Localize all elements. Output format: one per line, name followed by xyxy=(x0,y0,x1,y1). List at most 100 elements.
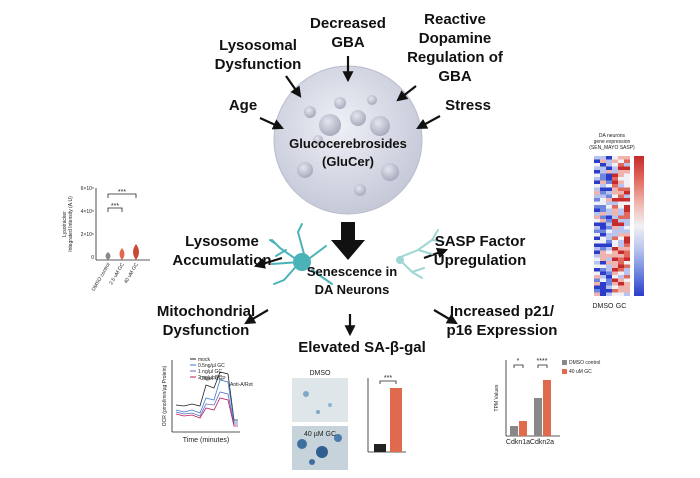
annotation: Anti-A/Rot xyxy=(230,382,253,388)
heat-cell xyxy=(612,194,618,198)
heat-cell xyxy=(600,229,606,233)
heat-cell xyxy=(618,212,624,216)
heat-cell xyxy=(594,268,600,272)
heat-cell xyxy=(624,205,630,209)
heat-cell xyxy=(612,271,618,275)
significance: *** xyxy=(384,375,392,382)
heat-cell xyxy=(594,271,600,275)
cause-label: Dopamine xyxy=(419,30,492,47)
heat-cell xyxy=(594,156,600,160)
heat-cell xyxy=(600,243,606,247)
heat-cell xyxy=(606,254,612,258)
effect-label: p16 Expression xyxy=(447,322,558,339)
heat-cell xyxy=(606,180,612,184)
image-label: 40 µM GC xyxy=(304,431,336,438)
effect-label: Increased p21/ xyxy=(450,303,555,320)
heat-cell xyxy=(594,187,600,191)
neuron-right xyxy=(397,229,445,279)
heat-cell xyxy=(612,187,618,191)
heat-cell xyxy=(624,229,630,233)
heat-cell xyxy=(606,229,612,233)
heat-cell xyxy=(624,268,630,272)
heat-cell xyxy=(600,292,606,296)
heat-cell xyxy=(600,215,606,219)
heat-cell xyxy=(618,177,624,181)
heat-cell xyxy=(600,212,606,216)
effect-label: Accumulation xyxy=(172,252,271,269)
heat-cell xyxy=(624,173,630,177)
heat-cell xyxy=(618,191,624,195)
heat-cell xyxy=(606,215,612,219)
heat-cell xyxy=(600,268,606,272)
heat-cell xyxy=(606,219,612,223)
heat-cell xyxy=(606,222,612,226)
cause-label: GBA xyxy=(331,34,365,51)
heat-cell xyxy=(624,240,630,244)
heat-cell xyxy=(606,278,612,282)
lysotracker-panel xyxy=(95,188,150,261)
heat-cell xyxy=(600,205,606,209)
axis-label: Integrated Intensity (A.U) xyxy=(68,196,74,252)
heat-cell xyxy=(594,215,600,219)
tick-label: Cdkn1a xyxy=(506,439,530,446)
tick-label: 6×10⁵ xyxy=(81,186,94,192)
heat-cell xyxy=(618,243,624,247)
heat-cell xyxy=(618,222,624,226)
heat-cell xyxy=(612,254,618,258)
heat-cell xyxy=(624,275,630,279)
heat-cell xyxy=(606,163,612,167)
heat-cell xyxy=(612,159,618,163)
heat-cell xyxy=(600,191,606,195)
heat-cell xyxy=(594,240,600,244)
heat-cell xyxy=(594,278,600,282)
axis-label: TPM Values xyxy=(494,384,500,411)
heat-cell xyxy=(606,212,612,216)
heat-cell xyxy=(606,243,612,247)
heat-cell xyxy=(594,177,600,181)
heat-cell xyxy=(624,292,630,296)
heat-cell xyxy=(594,222,600,226)
heat-cell xyxy=(606,240,612,244)
heat-cell xyxy=(594,261,600,265)
heat-cell xyxy=(600,250,606,254)
heat-cell xyxy=(600,261,606,265)
heat-cell xyxy=(624,278,630,282)
heat-cell xyxy=(594,201,600,205)
heat-cell xyxy=(594,275,600,279)
heat-cell xyxy=(624,180,630,184)
tick-label: DMSO control xyxy=(91,262,112,292)
heat-cell xyxy=(612,282,618,286)
heat-cell xyxy=(606,285,612,289)
heat-cell xyxy=(612,156,618,160)
heat-cell xyxy=(612,191,618,195)
heat-cell xyxy=(594,208,600,212)
cause-label: Lysosomal xyxy=(219,37,297,54)
heat-cell xyxy=(618,236,624,240)
heat-cell xyxy=(606,247,612,251)
legend-label: 40 uM GC xyxy=(569,369,592,375)
heat-cell xyxy=(600,282,606,286)
heat-cell xyxy=(612,212,618,216)
heat-cell xyxy=(594,257,600,261)
heat-cell xyxy=(600,285,606,289)
cause-label: GBA xyxy=(438,68,472,85)
significance: **** xyxy=(537,358,548,365)
heat-cell xyxy=(600,170,606,174)
heat-cell xyxy=(618,170,624,174)
heat-cell xyxy=(606,289,612,293)
main-arrow xyxy=(331,222,365,260)
axis-label: OCR (pmol/min/µg Protein) xyxy=(162,365,168,426)
heat-cell xyxy=(594,198,600,202)
cause-label: Reactive xyxy=(424,11,486,28)
senescence-label: Senescence in xyxy=(307,264,397,279)
tick-label: 0 xyxy=(91,255,94,261)
heat-cell xyxy=(600,173,606,177)
cause-label: Dysfunction xyxy=(215,56,302,73)
heat-cell xyxy=(618,292,624,296)
heat-cell xyxy=(594,212,600,216)
heat-cell xyxy=(594,226,600,230)
arrows xyxy=(244,56,458,337)
effect-label: Elevated SA-β-gal xyxy=(298,339,426,356)
heat-cell xyxy=(624,271,630,275)
heat-cell xyxy=(612,166,618,170)
